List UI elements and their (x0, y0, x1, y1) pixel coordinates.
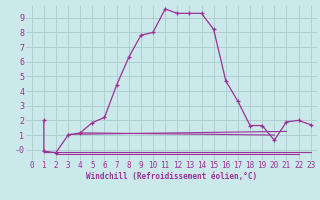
X-axis label: Windchill (Refroidissement éolien,°C): Windchill (Refroidissement éolien,°C) (86, 172, 257, 181)
